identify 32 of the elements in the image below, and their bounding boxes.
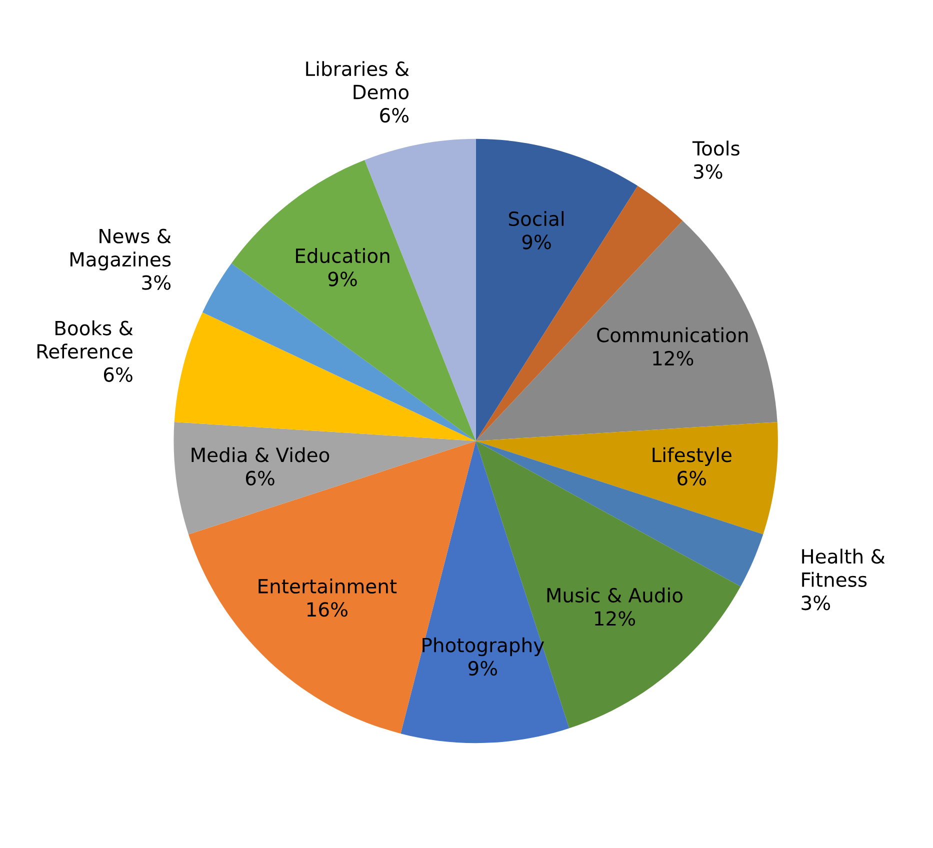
slice-label: Libraries & Demo xyxy=(306,61,409,100)
pie-slice xyxy=(174,422,476,534)
data-label: 6% xyxy=(380,108,409,123)
data-label: 12% xyxy=(653,350,694,366)
data-label: 12% xyxy=(595,611,636,626)
data-label: 6% xyxy=(678,470,706,486)
slice-label: Communication xyxy=(597,327,748,342)
pie-slice xyxy=(174,312,476,441)
pie-slice xyxy=(476,422,778,534)
slice-label: Entertainment xyxy=(258,578,397,594)
slice-label: Photography xyxy=(422,637,544,656)
slice-label: Health & Fitness xyxy=(802,548,885,587)
slice-label: Books & Reference xyxy=(37,320,133,359)
data-label: 3% xyxy=(142,275,171,290)
pie-slice xyxy=(202,263,476,441)
pie-slice xyxy=(231,160,476,441)
data-label: 6% xyxy=(104,367,132,382)
data-label: 9% xyxy=(522,234,551,250)
slice-label: Social xyxy=(508,211,564,226)
slice-label: News & Magazines xyxy=(70,228,171,270)
data-label: 16% xyxy=(307,602,348,617)
data-label: 9% xyxy=(468,660,498,676)
data-label: 6% xyxy=(246,470,274,486)
slice-label: Education xyxy=(296,248,390,264)
slice-label: Media & Video xyxy=(192,447,330,462)
slice-label: Lifestyle xyxy=(652,447,732,466)
data-label: 9% xyxy=(328,272,357,286)
slice-label: Music & Audio xyxy=(547,588,682,603)
pie-slice xyxy=(476,440,764,587)
data-label: 3% xyxy=(694,164,722,179)
slice-label: Tools xyxy=(692,140,740,156)
data-label: 3% xyxy=(802,596,830,610)
